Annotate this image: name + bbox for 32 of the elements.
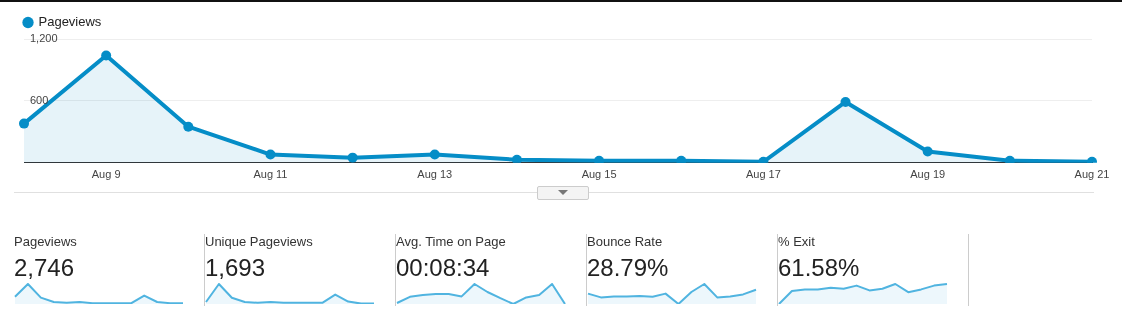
x-tick-label: Aug 9 (91, 168, 121, 181)
x-tick-label: Aug 21 (1074, 168, 1110, 181)
x-tick-label: Aug 17 (745, 168, 781, 181)
y-tick-label: 600 (30, 93, 49, 106)
chart-title: Avg. Time on Page (396, 234, 506, 249)
point (19, 118, 29, 129)
chart-title: Bounce Rate (587, 234, 663, 249)
chart-subtitle: 00:08:34 (396, 254, 490, 282)
point (594, 155, 605, 163)
chart-subtitle: 2,746 (14, 254, 75, 282)
point (511, 154, 522, 163)
point (676, 155, 687, 163)
chart-subtitle: 1,693 (205, 254, 266, 282)
point (347, 152, 358, 163)
x-tick-label: Aug 15 (581, 168, 617, 181)
point (265, 149, 276, 160)
point (429, 149, 440, 160)
point (840, 96, 851, 107)
point (922, 146, 933, 157)
x-tick-label: Aug 13 (417, 168, 453, 181)
chart-title: % Exit (778, 234, 815, 249)
chart-title: Unique Pageviews (205, 234, 313, 249)
x-tick-label: Aug 11 (253, 168, 288, 181)
point (183, 121, 194, 132)
y-tick-label: 1,200 (30, 32, 58, 45)
x-tick-label: Aug 19 (910, 168, 946, 181)
chart-subtitle: 28.79% (587, 254, 669, 282)
point (1004, 155, 1015, 163)
point (101, 50, 112, 61)
legend-label: Pageviews (38, 14, 102, 30)
chart-subtitle: 61.58% (778, 254, 860, 282)
chart-title: Pageviews (14, 234, 77, 249)
